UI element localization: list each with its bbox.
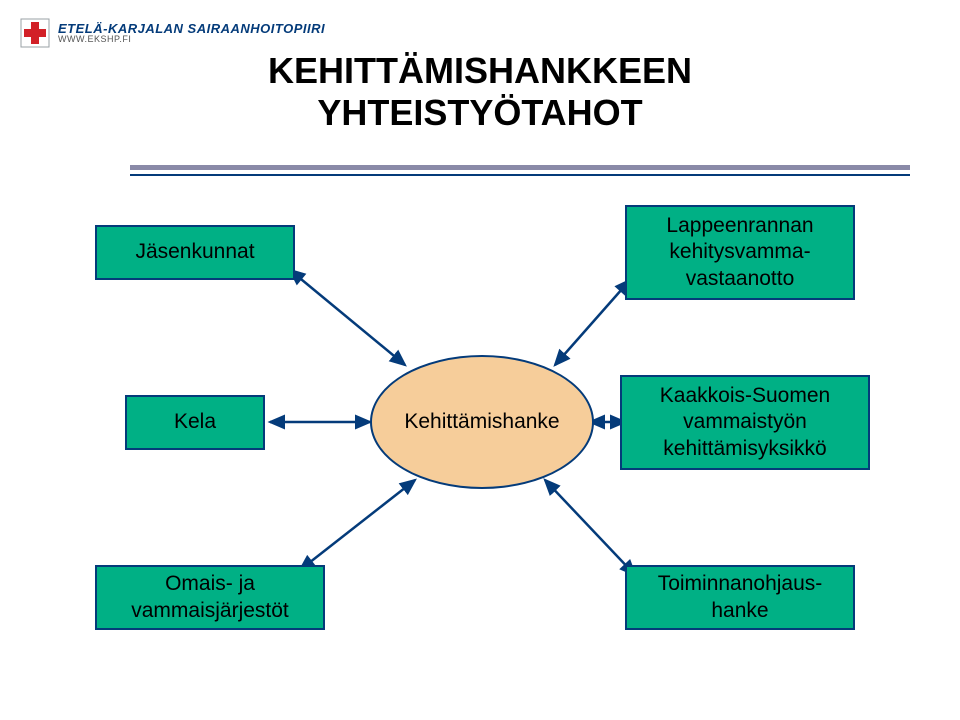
title-line-2: YHTEISTYÖTAHOT [0,92,960,134]
node-omais: Omais- ja vammaisjärjestöt [95,565,325,630]
node-kela: Kela [125,395,265,450]
arrow-5 [545,480,635,575]
arrow-1 [555,280,630,365]
node-label: Kela [174,409,216,435]
node-lappeenranta: Lappeenrannan kehitysvamma- vastaanotto [625,205,855,300]
center-node: Kehittämishanke [370,355,594,489]
org-url: WWW.EKSHP.FI [58,35,325,44]
node-kaakkois: Kaakkois-Suomen vammaistyön kehittämisyk… [620,375,870,470]
diagram: Jäsenkunnat Lappeenrannan kehitysvamma- v… [0,180,960,700]
arrow-0 [290,270,405,365]
underline-thin [130,174,910,176]
page-title: KEHITTÄMISHANKKEEN YHTEISTYÖTAHOT [0,50,960,134]
node-label: Kaakkois-Suomen vammaistyön kehittämisyk… [660,383,830,462]
node-label: Jäsenkunnat [135,239,254,265]
title-line-1: KEHITTÄMISHANKKEEN [0,50,960,92]
node-toiminnanohjaus: Toiminnanohjaus- hanke [625,565,855,630]
node-jasenkunnat: Jäsenkunnat [95,225,295,280]
org-header: ETELÄ-KARJALAN SAIRAANHOITOPIIRI WWW.EKS… [20,18,325,48]
title-underline [130,165,910,176]
node-label: Lappeenrannan kehitysvamma- vastaanotto [666,213,813,292]
arrow-4 [300,480,415,570]
center-label: Kehittämishanke [404,410,559,434]
node-label: Toiminnanohjaus- hanke [658,571,823,624]
node-label: Omais- ja vammaisjärjestöt [131,571,289,624]
underline-thick [130,165,910,170]
logo-cross-icon [20,18,50,48]
